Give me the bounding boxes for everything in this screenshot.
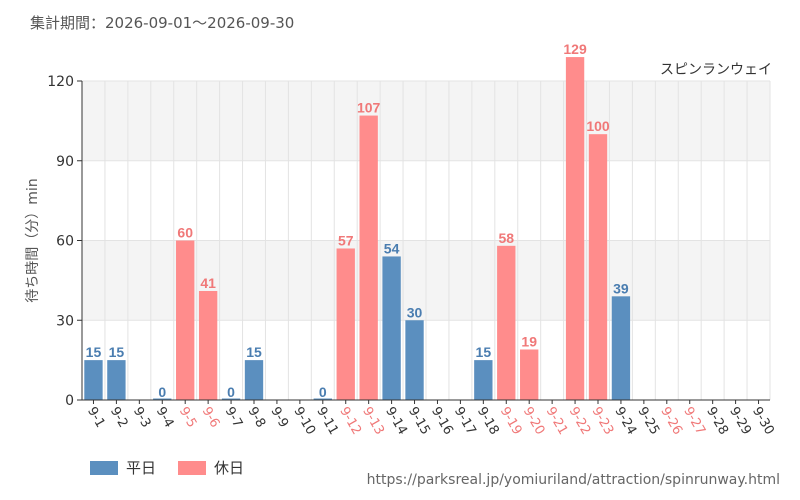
bar-value-label: 60 — [177, 225, 193, 241]
x-tick-label: 9-4 — [153, 405, 177, 431]
x-tick-label: 9-2 — [107, 405, 131, 431]
x-tick-label: 9-13 — [359, 405, 387, 438]
x-tick-label: 9-25 — [634, 405, 662, 438]
legend: 平日 休日 — [90, 457, 244, 478]
x-tick-label: 9-10 — [290, 405, 318, 438]
x-tick-label: 9-28 — [703, 405, 731, 438]
x-tick-label: 9-1 — [84, 405, 108, 431]
x-tick-label: 9-21 — [543, 405, 571, 438]
attraction-name: スピンランウェイ — [660, 62, 772, 78]
bar-holiday — [198, 291, 218, 400]
period-label: 集計期間：2026-09-01～2026-09-30 — [30, 14, 295, 32]
legend-label-weekday: 平日 — [126, 459, 157, 477]
bar-holiday — [520, 349, 539, 400]
legend-swatch-holiday — [178, 460, 207, 475]
x-tick-label: 9-15 — [405, 405, 433, 438]
x-tick-label: 9-5 — [176, 405, 200, 431]
bar-holiday — [497, 245, 516, 400]
y-tick-label: 0 — [65, 393, 74, 409]
x-tick-label: 9-19 — [497, 405, 525, 438]
x-tick-label: 9-8 — [245, 405, 269, 431]
bar-holiday — [565, 57, 585, 400]
bar-value-label: 0 — [158, 384, 166, 400]
bar-value-label: 54 — [384, 240, 400, 256]
bar-holiday — [176, 240, 195, 400]
bar-value-label: 15 — [86, 344, 102, 360]
legend-swatch-weekday — [90, 460, 118, 475]
bar-value-label: 0 — [319, 384, 327, 400]
x-tick-label: 9-30 — [749, 405, 777, 438]
bar-value-label: 15 — [476, 344, 492, 360]
y-axis-title: 待ち時間（分）min — [25, 178, 41, 302]
bar-value-label: 41 — [200, 275, 216, 291]
y-tick-label: 60 — [56, 234, 74, 250]
x-tick-label: 9-24 — [611, 405, 639, 438]
x-tick-label: 9-29 — [726, 405, 754, 438]
x-tick-label: 9-16 — [428, 405, 456, 438]
x-tick-label: 9-14 — [382, 405, 410, 438]
x-tick-label: 9-17 — [451, 405, 479, 438]
bar-value-label: 19 — [521, 333, 537, 349]
bar-value-label: 15 — [246, 344, 262, 360]
bar-value-label: 15 — [109, 344, 125, 360]
x-tick-label: 9-18 — [474, 405, 502, 438]
bar-value-label: 57 — [338, 232, 354, 248]
bar-value-label: 30 — [407, 304, 423, 320]
bar-weekday — [84, 360, 103, 400]
bar-value-label: 100 — [586, 118, 610, 134]
x-tick-label: 9-9 — [267, 405, 291, 431]
x-tick-label: 9-3 — [130, 405, 154, 431]
x-tick-label: 9-27 — [680, 405, 708, 438]
bar-holiday — [359, 115, 378, 400]
bar-weekday — [405, 320, 424, 400]
x-tick-label: 9-26 — [657, 405, 685, 438]
bar-value-label: 58 — [498, 230, 514, 246]
bar-weekday — [221, 398, 241, 400]
bar-weekday — [107, 360, 126, 400]
x-tick-label: 9-11 — [313, 405, 341, 438]
bar-holiday — [336, 248, 355, 400]
legend-item-weekday[interactable]: 平日 — [90, 457, 156, 478]
bar-weekday — [382, 256, 401, 400]
legend-label-holiday: 休日 — [214, 459, 245, 477]
x-tick-label: 9-7 — [222, 405, 246, 431]
bar-value-label: 129 — [563, 41, 587, 57]
bar-weekday — [474, 360, 493, 400]
bar-weekday — [313, 398, 332, 400]
bar-holiday — [588, 134, 608, 400]
source-link[interactable]: https://parksreal.jp/yomiuriland/attract… — [366, 472, 780, 488]
bar-value-label: 39 — [613, 280, 629, 296]
y-tick-label: 120 — [47, 74, 74, 90]
bar-weekday — [611, 296, 631, 400]
x-tick-label: 9-23 — [589, 405, 617, 438]
x-tick-label: 9-12 — [336, 405, 364, 438]
y-tick-label: 30 — [56, 313, 74, 329]
legend-item-holiday[interactable]: 休日 — [178, 457, 244, 478]
bar-weekday — [153, 398, 172, 400]
y-tick-label: 90 — [56, 154, 74, 170]
bar-weekday — [244, 360, 264, 400]
x-tick-label: 9-22 — [566, 405, 594, 438]
x-tick-label: 9-20 — [520, 405, 548, 438]
bar-value-label: 107 — [357, 100, 381, 116]
bar-value-label: 0 — [227, 384, 235, 400]
x-tick-label: 9-6 — [199, 405, 223, 431]
